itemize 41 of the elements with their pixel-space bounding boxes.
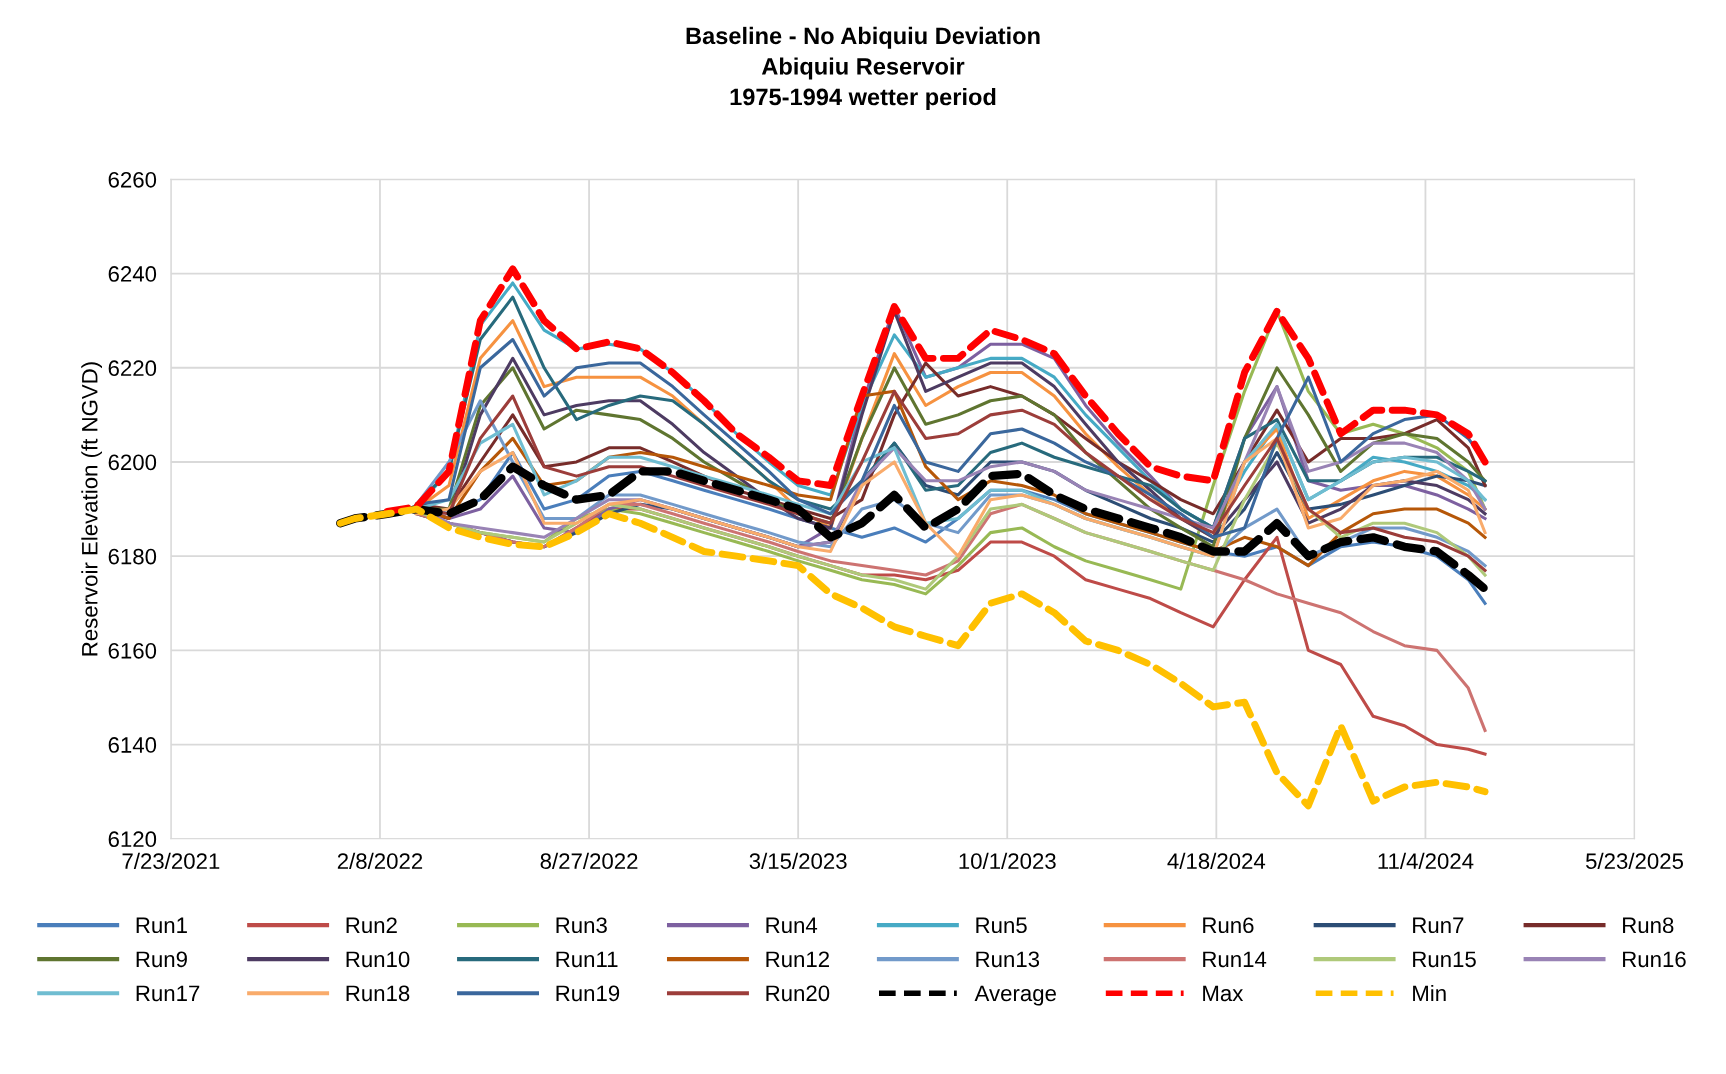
legend-label: Run1	[136, 917, 187, 934]
legend-label: Run9	[136, 951, 187, 968]
legend-label: Run11	[556, 951, 618, 968]
legend-label: Run15	[1413, 951, 1476, 968]
y-tick-label: 6160	[108, 642, 157, 659]
x-tick-label: 2/8/2022	[337, 852, 423, 870]
x-tick-label: 8/27/2022	[540, 852, 638, 870]
legend-label: Run14	[1203, 951, 1267, 968]
legend-label: Run2	[346, 917, 397, 934]
legend-label: Max	[1203, 985, 1244, 1002]
y-tick-label: 6180	[108, 548, 157, 565]
x-tick-label: 7/23/2021	[122, 852, 220, 870]
y-tick-label: 6260	[108, 171, 157, 188]
legend-label: Min	[1413, 984, 1446, 1001]
legend-label: Run19	[556, 985, 620, 1002]
legend-label: Run16	[1623, 951, 1686, 968]
chart-title: Baseline - No Abiquiu Deviation Abiquiu Reservoir 1975-1994 wetter period	[686, 26, 1040, 110]
x-tick-label: 11/4/2024	[1378, 852, 1474, 870]
legend-label: Run18	[346, 985, 410, 1002]
legend-label: Run7	[1413, 917, 1464, 934]
y-tick-label: 6220	[108, 360, 157, 377]
legend-label: Run5	[976, 917, 1027, 934]
legend-label: Run13	[976, 951, 1040, 968]
legend-label: Run6	[1203, 917, 1254, 934]
y-axis-title: Reservoir Elevation (ft NGVD)	[81, 362, 102, 656]
x-tick-label: 10/1/2023	[959, 852, 1056, 870]
y-tick-label: 6120	[108, 831, 157, 848]
y-tick-label: 6140	[108, 737, 157, 753]
legend-label: Run8	[1623, 917, 1674, 934]
legend-label: Run12	[766, 951, 829, 968]
legend-label: Run10	[346, 951, 410, 968]
x-tick-label: 4/18/2024	[1167, 852, 1266, 870]
y-tick-label: 6200	[108, 454, 157, 471]
legend-label: Average	[974, 985, 1056, 1006]
legend-label: Run4	[766, 917, 818, 934]
legend-label: Run20	[766, 985, 830, 1002]
y-tick-label: 6240	[108, 266, 157, 282]
legend-label: Run3	[556, 917, 607, 934]
x-tick-label: 3/15/2023	[749, 852, 847, 870]
legend-label: Run17	[136, 985, 200, 1002]
x-tick-label: 5/23/2025	[1585, 852, 1684, 870]
